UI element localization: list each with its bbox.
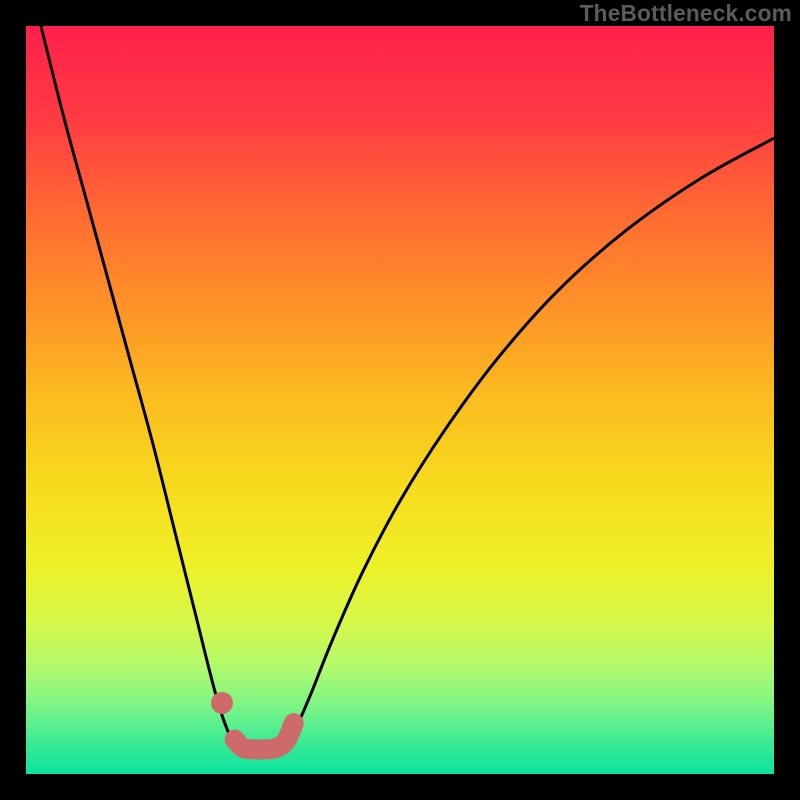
watermark-text: TheBottleneck.com xyxy=(580,0,792,27)
bottleneck-marker-dot xyxy=(211,692,233,714)
gradient-background xyxy=(26,26,774,774)
chart-container: TheBottleneck.com xyxy=(0,0,800,800)
bottleneck-chart xyxy=(0,0,800,800)
